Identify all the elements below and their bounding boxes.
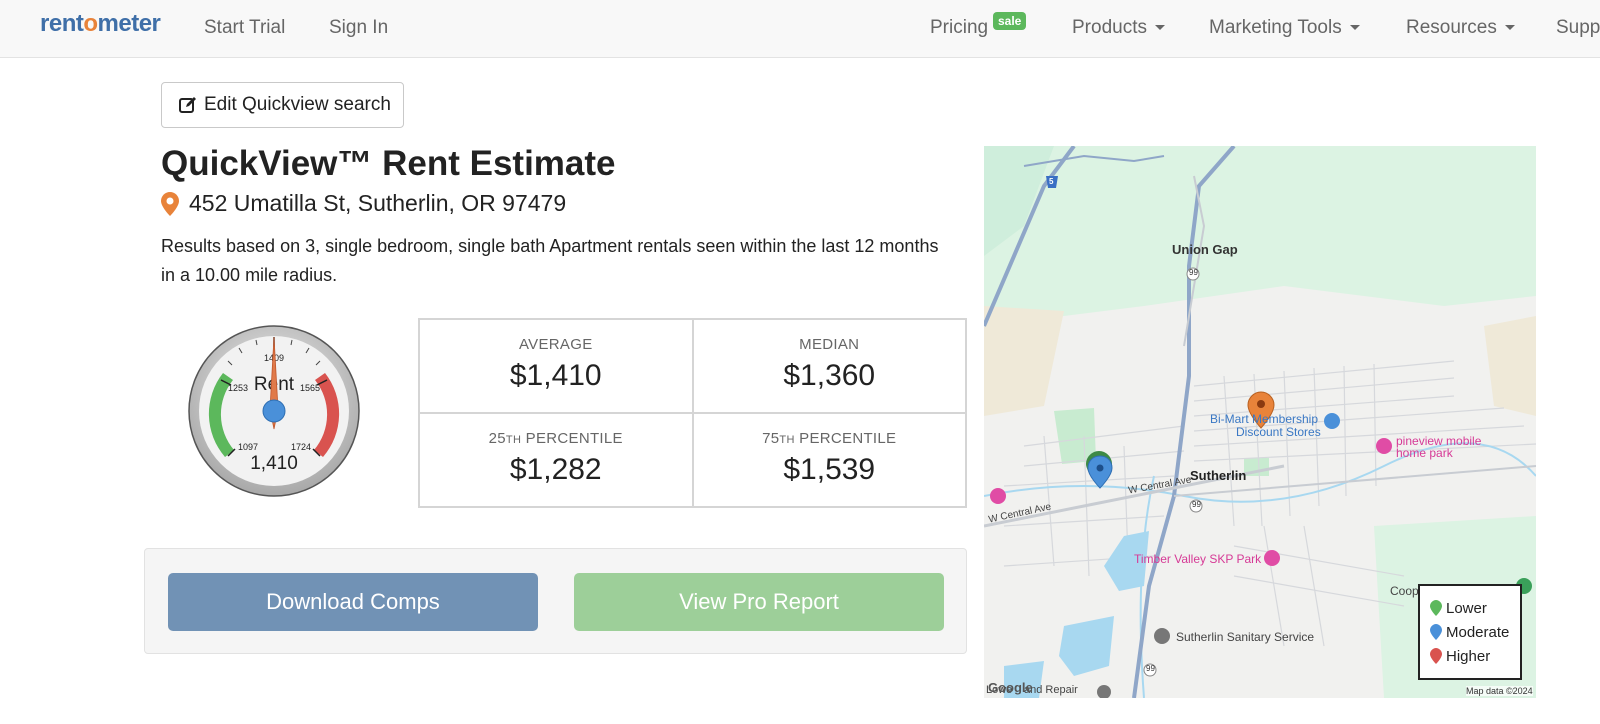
p25-value: $1,282: [509, 453, 602, 486]
caret-down-icon: [1349, 25, 1360, 31]
legend-higher: Higher: [1430, 644, 1520, 668]
map-legend: Lower Moderate Higher: [1418, 584, 1522, 680]
gauge-tick-label: 1724: [291, 442, 311, 452]
rent-gauge: 1409 1253 1565 1097 1724 Rent 1,410: [188, 325, 360, 497]
download-comps-button[interactable]: Download Comps: [168, 573, 538, 631]
top-nav: rentometer Start Trial Sign In Pricing s…: [0, 0, 1600, 58]
view-pro-report-button[interactable]: View Pro Report: [574, 573, 944, 631]
sale-badge: sale: [993, 12, 1027, 30]
marketing-tools-menu[interactable]: Marketing Tools: [1209, 17, 1360, 39]
gauge-value: 1,410: [250, 453, 298, 474]
legend-moderate: Moderate: [1430, 620, 1520, 644]
gauge-tick-label: 1253: [228, 383, 248, 393]
gauge-higher-band: [314, 373, 340, 457]
google-logo: Google: [988, 680, 1033, 695]
average-value: $1,410: [509, 359, 602, 392]
stat-75th-percentile: 75TH PERCENTILE $1,539: [692, 413, 966, 507]
results-description: Results based on 3, single bedroom, sing…: [161, 236, 939, 285]
legend-lower: Lower: [1430, 596, 1520, 620]
address: 452 Umatilla St, Sutherlin, OR 97479: [161, 190, 566, 217]
sign-in-link[interactable]: Sign In: [329, 17, 389, 38]
rent-stats-table: AVERAGE $1,410 MEDIAN $1,360 25TH PERCEN…: [418, 318, 967, 508]
median-value: $1,360: [783, 359, 876, 392]
stat-25th-percentile: 25TH PERCENTILE $1,282: [419, 413, 693, 507]
map-data-credit[interactable]: Map data ©2024: [1466, 686, 1533, 696]
edit-icon: [179, 97, 196, 113]
subject-property-marker[interactable]: [1247, 391, 1275, 429]
gauge-hub: [262, 399, 286, 423]
rentometer-logo[interactable]: rentometer: [40, 10, 161, 37]
stat-average: AVERAGE $1,410: [419, 319, 693, 413]
edit-quickview-button[interactable]: Edit Quickview search: [161, 82, 404, 128]
gauge-lower-band: [208, 373, 234, 457]
actions-panel: Download Comps View Pro Report: [144, 548, 967, 654]
resources-menu[interactable]: Resources: [1406, 17, 1515, 39]
caret-down-icon: [1154, 25, 1165, 31]
p75-value: $1,539: [783, 453, 876, 486]
moderate-pin-icon: [1430, 624, 1442, 640]
page-title: QuickView™ Rent Estimate: [161, 144, 616, 183]
pricing-link[interactable]: Pricing: [930, 17, 989, 38]
products-menu[interactable]: Products: [1072, 17, 1165, 39]
map-pin-icon: [161, 191, 179, 216]
support-menu[interactable]: Support: [1556, 17, 1600, 38]
higher-pin-icon: [1430, 648, 1442, 664]
lower-pin-icon: [1430, 600, 1442, 616]
gauge-tick-label: 1565: [300, 383, 320, 393]
start-trial-link[interactable]: Start Trial: [204, 17, 286, 38]
stat-median: MEDIAN $1,360: [692, 319, 966, 413]
rentals-map[interactable]: Union Gap Bi-Mart Membership Discount St…: [984, 146, 1536, 698]
rental-marker-moderate[interactable]: [1087, 455, 1113, 489]
caret-down-icon: [1504, 25, 1515, 31]
gauge-tick-label: 1097: [238, 442, 258, 452]
